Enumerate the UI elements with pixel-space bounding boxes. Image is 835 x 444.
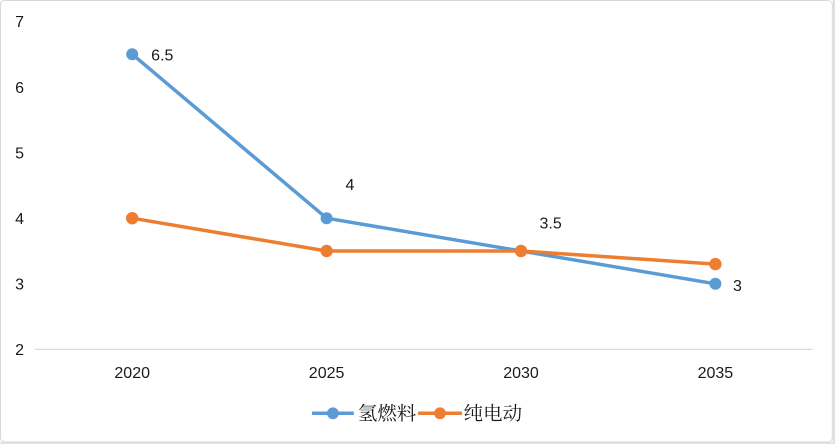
svg-text:6.5: 6.5: [151, 47, 173, 64]
svg-text:4: 4: [15, 211, 24, 228]
svg-text:2: 2: [15, 342, 24, 359]
svg-text:3: 3: [15, 277, 24, 294]
svg-text:6: 6: [15, 80, 24, 97]
svg-text:2030: 2030: [503, 365, 539, 382]
svg-text:3.5: 3.5: [539, 216, 561, 233]
svg-text:2035: 2035: [698, 365, 734, 382]
svg-text:3: 3: [733, 278, 742, 295]
svg-text:5: 5: [15, 145, 24, 162]
svg-text:2025: 2025: [309, 365, 345, 382]
svg-text:7: 7: [15, 14, 24, 31]
svg-text:2020: 2020: [114, 365, 150, 382]
svg-text:4: 4: [346, 177, 355, 194]
